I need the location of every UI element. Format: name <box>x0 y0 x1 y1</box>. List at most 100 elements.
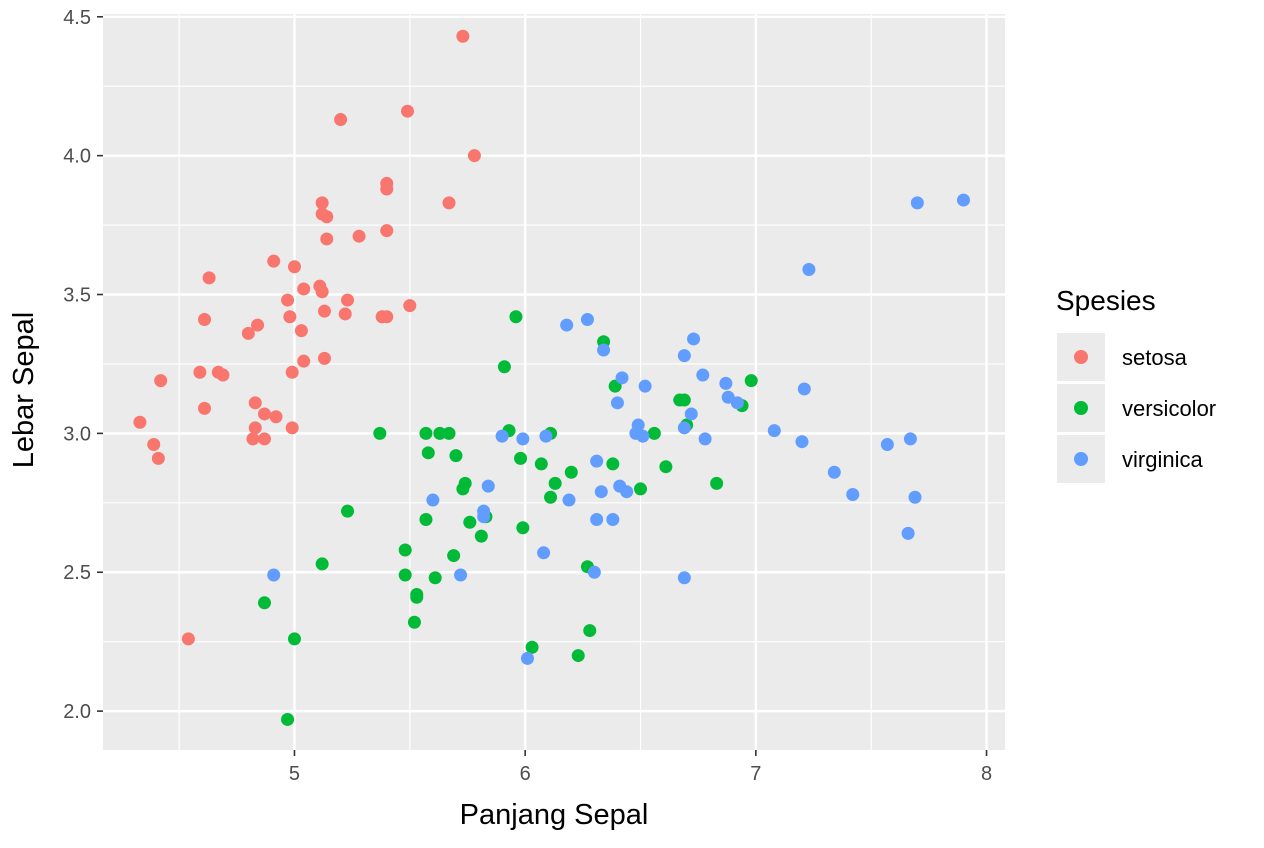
data-point-versicolor <box>373 426 387 440</box>
data-point-setosa <box>380 224 394 238</box>
data-point-versicolor <box>410 590 424 604</box>
data-point-virginica <box>597 343 611 357</box>
data-point-versicolor <box>509 310 523 324</box>
data-point-versicolor <box>398 568 412 582</box>
data-point-virginica <box>908 490 922 504</box>
data-point-virginica <box>846 487 860 501</box>
legend-label-setosa: setosa <box>1122 345 1188 370</box>
data-point-virginica <box>696 368 710 382</box>
y-tick-label: 4.0 <box>63 146 91 168</box>
data-point-versicolor <box>281 712 295 726</box>
data-point-setosa <box>154 374 168 388</box>
data-point-versicolor <box>287 632 301 646</box>
data-point-versicolor <box>419 426 433 440</box>
data-point-setosa <box>283 310 297 324</box>
data-point-virginica <box>638 379 652 393</box>
data-point-virginica <box>481 479 495 493</box>
data-point-virginica <box>797 382 811 396</box>
minor-gridlines <box>103 14 1005 750</box>
data-point-virginica <box>580 313 594 327</box>
data-point-setosa <box>269 410 283 424</box>
data-point-virginica <box>730 396 744 410</box>
data-point-setosa <box>248 396 262 410</box>
legend-keys: setosa versicolor virginica <box>1057 333 1216 483</box>
legend-title: Spesies <box>1056 285 1156 316</box>
data-point-setosa <box>251 318 265 332</box>
y-axis-title: Lebar Sepal <box>8 312 40 468</box>
data-point-versicolor <box>447 549 461 563</box>
data-point-versicolor <box>398 543 412 557</box>
data-point-virginica <box>684 407 698 421</box>
data-point-virginica <box>426 493 440 507</box>
data-point-versicolor <box>583 624 597 638</box>
data-point-setosa <box>467 149 481 163</box>
x-tick-label: 6 <box>520 763 531 785</box>
data-point-versicolor <box>544 490 558 504</box>
data-point-versicolor <box>257 596 271 610</box>
data-point-virginica <box>827 465 841 479</box>
data-point-setosa <box>198 313 212 327</box>
data-points <box>133 29 970 726</box>
legend: Spesies setosa versicolor virginica <box>1056 285 1216 483</box>
y-tick-label: 4.5 <box>63 7 91 29</box>
data-point-setosa <box>216 368 230 382</box>
data-point-versicolor <box>710 476 724 490</box>
data-point-setosa <box>294 324 308 338</box>
data-point-virginica <box>719 376 733 390</box>
data-point-setosa <box>202 271 216 285</box>
legend-label-versicolor: versicolor <box>1122 396 1216 421</box>
data-point-virginica <box>454 568 468 582</box>
data-point-versicolor <box>341 504 355 518</box>
data-point-versicolor <box>419 512 433 526</box>
data-point-versicolor <box>571 649 585 663</box>
plot-panel <box>103 14 1005 750</box>
data-point-versicolor <box>647 426 661 440</box>
data-point-versicolor <box>407 615 421 629</box>
data-point-setosa <box>456 29 470 43</box>
data-point-virginica <box>539 429 553 443</box>
data-point-setosa <box>334 113 348 127</box>
data-point-virginica <box>606 512 620 526</box>
data-point-versicolor <box>548 476 562 490</box>
data-point-setosa <box>147 437 161 451</box>
data-point-setosa <box>285 365 299 379</box>
data-point-virginica <box>802 263 816 277</box>
legend-marker-versicolor <box>1074 401 1088 415</box>
data-point-virginica <box>537 546 551 560</box>
data-point-setosa <box>193 365 207 379</box>
major-gridlines <box>103 14 1005 750</box>
data-point-virginica <box>594 485 608 499</box>
data-point-setosa <box>297 282 311 296</box>
data-point-setosa <box>315 285 329 299</box>
data-point-virginica <box>698 432 712 446</box>
data-point-virginica <box>910 196 924 210</box>
data-point-virginica <box>560 318 574 332</box>
data-point-setosa <box>320 232 334 246</box>
data-point-setosa <box>403 299 417 313</box>
data-point-virginica <box>901 526 915 540</box>
data-point-versicolor <box>514 451 528 465</box>
data-point-virginica <box>677 349 691 363</box>
data-point-versicolor <box>315 557 329 571</box>
data-point-virginica <box>880 437 894 451</box>
data-point-setosa <box>281 293 295 307</box>
data-point-setosa <box>380 182 394 196</box>
data-point-virginica <box>610 396 624 410</box>
data-point-setosa <box>297 354 311 368</box>
x-axis: 5 6 7 8 <box>289 750 992 785</box>
data-point-virginica <box>636 429 650 443</box>
data-point-versicolor <box>634 482 648 496</box>
data-point-virginica <box>795 435 809 449</box>
data-point-virginica <box>590 512 604 526</box>
data-point-versicolor <box>744 374 758 388</box>
data-point-versicolor <box>474 529 488 543</box>
legend-marker-setosa <box>1074 350 1088 364</box>
data-point-setosa <box>181 632 195 646</box>
legend-label-virginica: virginica <box>1122 447 1203 472</box>
data-point-setosa <box>352 229 366 243</box>
data-point-setosa <box>380 310 394 324</box>
data-point-versicolor <box>449 449 463 463</box>
data-point-virginica <box>520 651 534 665</box>
data-point-setosa <box>338 307 352 321</box>
